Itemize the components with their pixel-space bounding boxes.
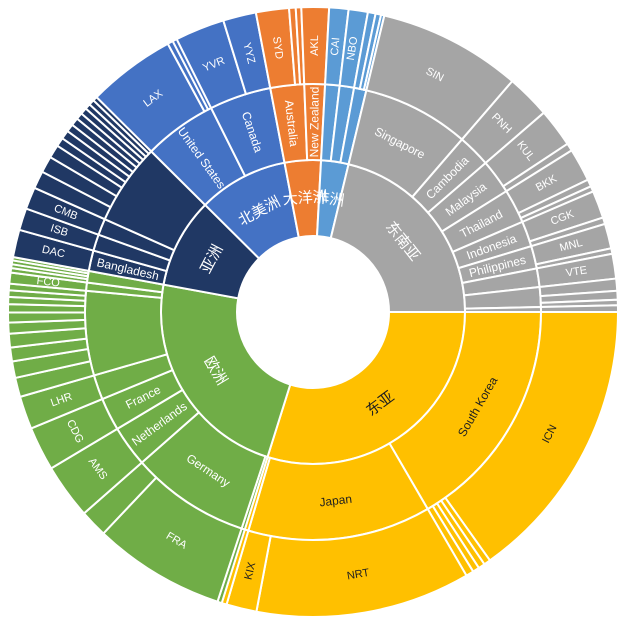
label-seg: 大洋洲 [282, 188, 328, 208]
label-mnl: MNL [558, 237, 583, 254]
airport-segment-vdo[interactable] [539, 304, 620, 313]
label-kix: KIX [242, 560, 258, 581]
label-yyz: YYZ [240, 42, 257, 66]
label-nrt: NRT [346, 567, 370, 583]
label-nbo: NBO [345, 35, 360, 61]
label-japan: Japan [319, 492, 353, 510]
label-cai: CAI [329, 37, 343, 56]
label-dac: DAC [41, 244, 66, 261]
label-australia: Australia [282, 99, 301, 147]
label-seg: 非洲 [313, 189, 345, 210]
label-vte: VTE [565, 264, 588, 279]
label-fco: FCO [36, 275, 61, 290]
country-segment-other[interactable] [463, 305, 543, 313]
label-new-zealand: New Zealand [307, 87, 322, 158]
label-syd: SYD [270, 36, 285, 60]
label-akl: AKL [309, 35, 321, 56]
label-isb: ISB [49, 222, 70, 239]
airport-segment-other[interactable] [6, 311, 87, 324]
